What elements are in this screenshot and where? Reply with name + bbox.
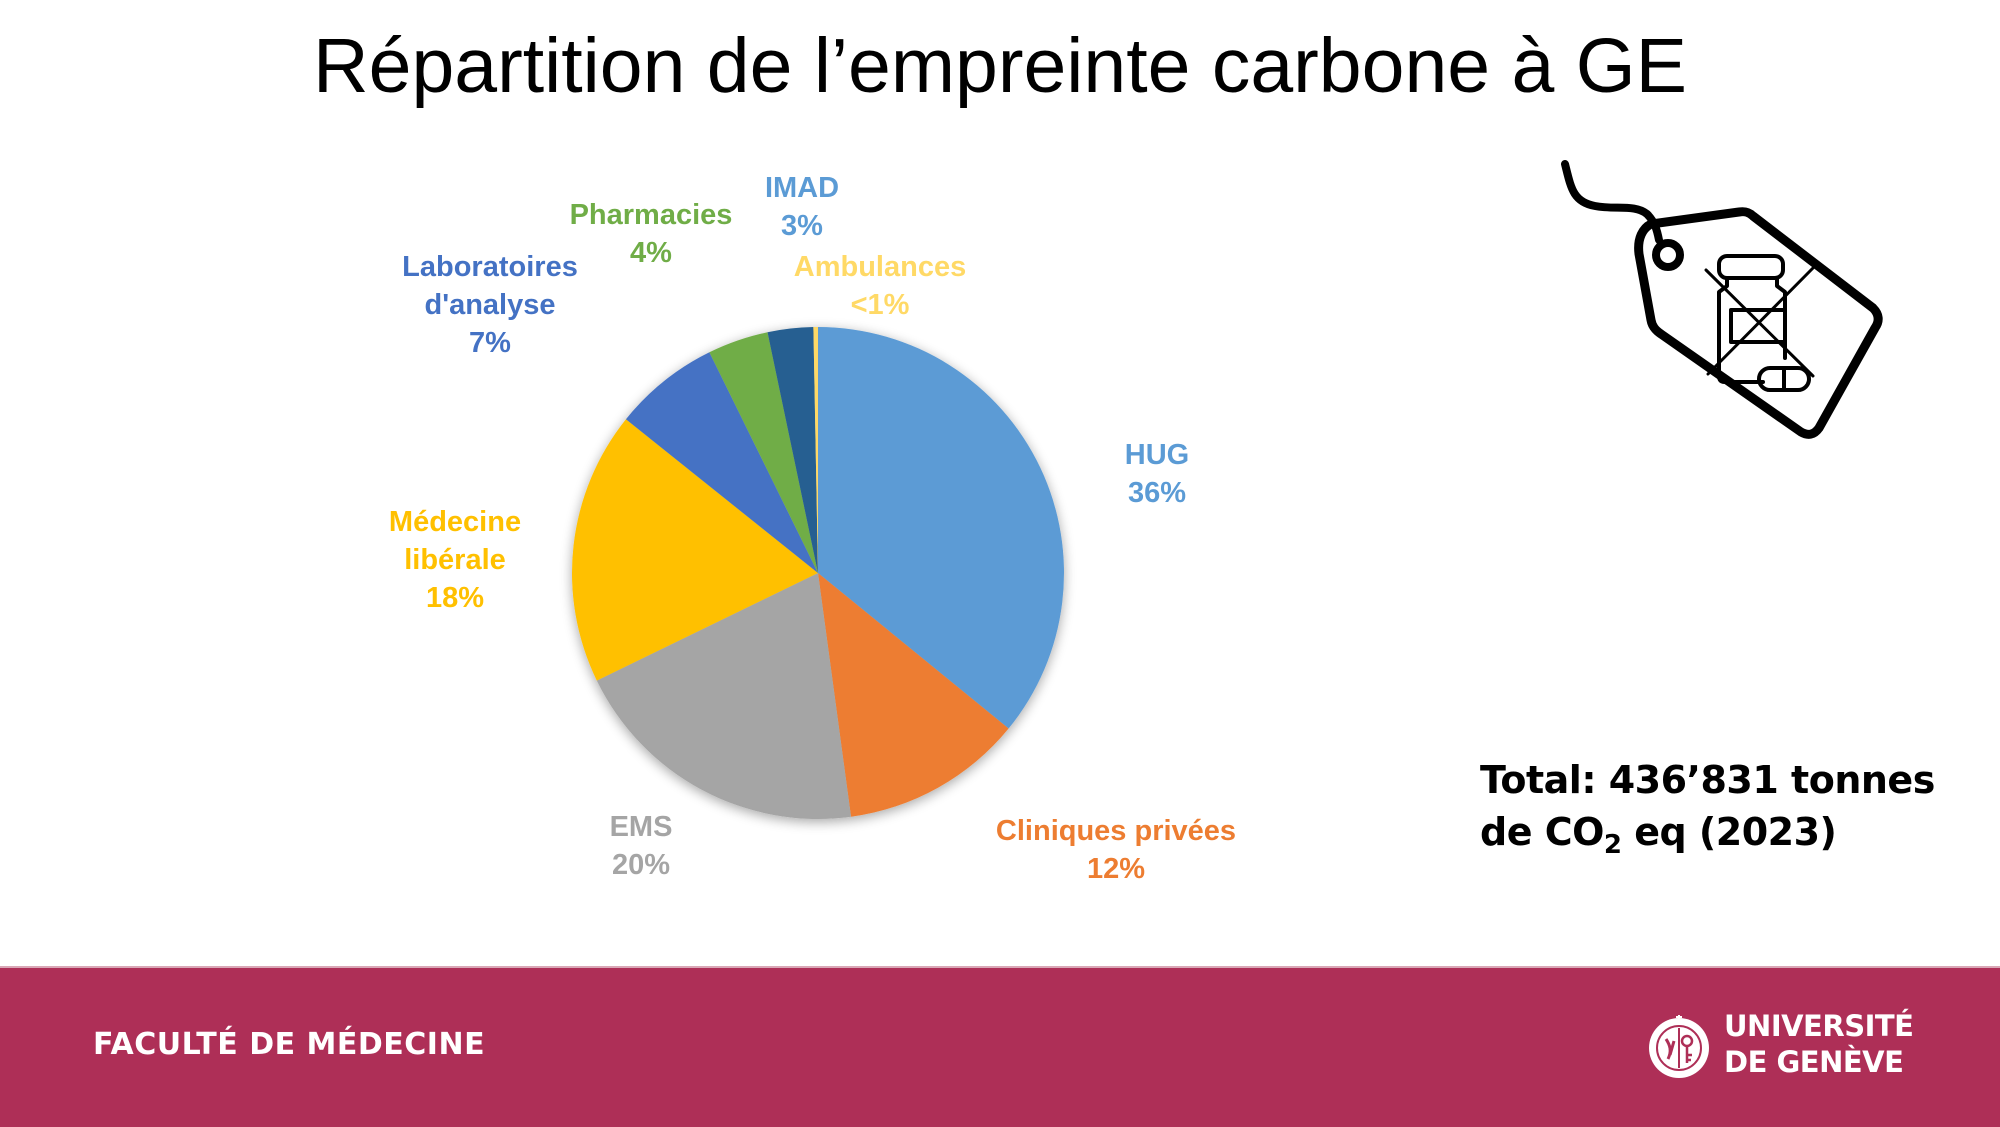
- university-seal-icon: [1649, 1015, 1709, 1078]
- pie-slice-ambulances: [813, 326, 818, 573]
- pie-slice-cliniques-priv-es: [818, 573, 1009, 817]
- data-label-ems: EMS 20%: [609, 811, 673, 881]
- university-logo: UNIVERSITÉ DE GENÈVE: [1646, 1008, 1914, 1088]
- data-label-laboratoires-d-analyse: Laboratoires d'analyse 7%: [402, 251, 578, 359]
- pie-slice-imad: [767, 327, 818, 573]
- total-emissions: Total: 436’831 tonnes de CO2 eq (2023): [1480, 754, 1935, 858]
- faculty-name: FACULTÉ DE MÉDECINE: [93, 1027, 486, 1062]
- data-label-m-decine-lib-rale: Médecine libérale 18%: [388, 506, 522, 614]
- slide-title: Répartition de l’empreinte carbone à GE: [313, 23, 1687, 109]
- data-label-imad: IMAD 3%: [764, 172, 840, 242]
- data-label-hug: HUG 36%: [1124, 439, 1190, 509]
- data-label-pharmacies: Pharmacies 4%: [569, 199, 733, 269]
- total-line-2: de CO2 eq (2023): [1480, 810, 1837, 860]
- price-tag-with-crossed-medicine-icon: [1561, 160, 1883, 439]
- pie-slice-hug: [818, 327, 1064, 729]
- footer-band: FACULTÉ DE MÉDECINE UNIVERSITÉ DE GENÈVE: [0, 966, 2000, 1127]
- data-label-cliniques-priv-es: Cliniques privées 12%: [995, 815, 1237, 885]
- pie-chart: [571, 326, 1064, 819]
- data-label-ambulances: Ambulances <1%: [793, 251, 967, 321]
- pie-slice-ems: [596, 573, 852, 819]
- university-name-line-2: DE GENÈVE: [1724, 1045, 1904, 1079]
- pie-slice-m-decine-lib-rale: [571, 419, 818, 681]
- total-line-1: Total: 436’831 tonnes: [1480, 758, 1935, 802]
- pie-slice-laboratoires-d-analyse: [625, 352, 818, 573]
- university-name-line-1: UNIVERSITÉ: [1724, 1009, 1914, 1043]
- pie-slice-pharmacies: [709, 332, 818, 573]
